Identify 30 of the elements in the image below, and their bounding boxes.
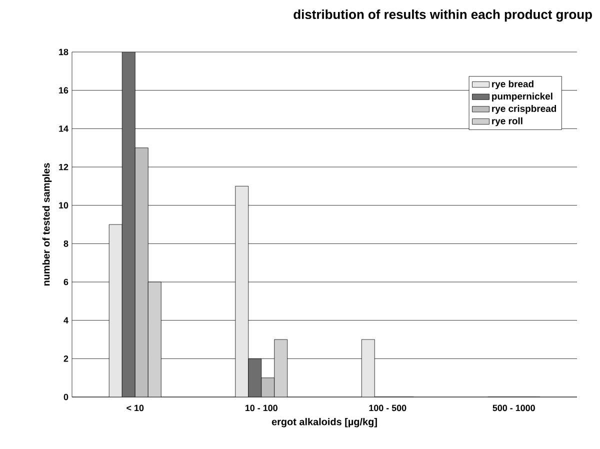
x-tick-label: 100 - 500 [369, 404, 406, 412]
chart-title: distribution of results within each product group [294, 10, 592, 22]
y-tick-label: 6 [64, 278, 68, 286]
bar [148, 282, 162, 397]
legend-label: rye crispbread [492, 105, 556, 114]
y-tick-label: 16 [59, 87, 68, 94]
bar [261, 378, 275, 397]
bar [134, 148, 148, 397]
y-tick-label: 0 [64, 394, 68, 400]
bar [361, 339, 375, 397]
bar [248, 358, 262, 397]
y-tick-label: 12 [59, 164, 68, 170]
y-tick-label: 2 [64, 356, 68, 362]
x-tick-label: 10 - 100 [245, 404, 278, 412]
y-tick-label: 8 [64, 240, 68, 247]
legend-label: pumpernickel [492, 92, 552, 102]
x-tick-label: 500 - 1000 [492, 404, 535, 412]
bar [108, 224, 122, 397]
y-tick-label: 18 [59, 48, 68, 56]
bar [274, 339, 288, 397]
x-tick-label: < 10 [126, 404, 144, 412]
bar [235, 186, 249, 397]
legend-label: rye bread [492, 80, 534, 90]
legend-label: rye roll [492, 117, 522, 126]
bar [122, 52, 136, 397]
x-axis-title: ergot alkaloids [µg/kg] [272, 418, 377, 428]
y-tick-label: 10 [59, 202, 68, 209]
y-tick-label: 14 [59, 126, 68, 132]
y-axis-title: number of tested samples [42, 163, 52, 286]
y-tick-label: 4 [64, 317, 68, 324]
